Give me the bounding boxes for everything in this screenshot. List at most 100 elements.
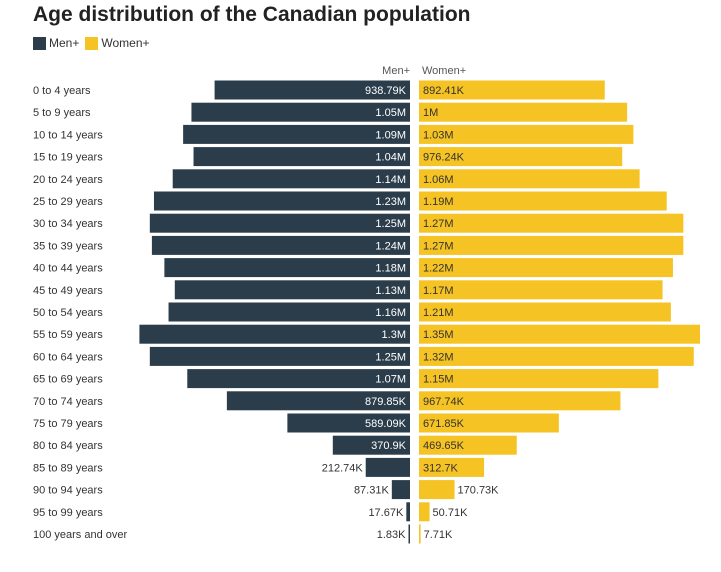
women-value-label: 170.73K xyxy=(458,485,500,497)
age-group-label: 25 to 29 years xyxy=(33,196,103,208)
women-value-label: 1M xyxy=(423,107,438,119)
age-group-label: 5 to 9 years xyxy=(33,107,91,119)
women-bar[interactable] xyxy=(419,435,517,455)
men-bar[interactable] xyxy=(287,413,410,433)
women-bar[interactable] xyxy=(419,413,559,433)
women-bar[interactable] xyxy=(419,480,455,500)
legend-label-women: Women+ xyxy=(101,36,150,50)
women-value-label: 469.65K xyxy=(423,440,465,452)
men-bar[interactable] xyxy=(332,435,410,455)
men-value-label: 1.3M xyxy=(382,329,406,341)
men-bar[interactable] xyxy=(172,169,410,189)
women-value-label: 50.71K xyxy=(433,507,469,519)
men-value-label: 1.25M xyxy=(375,218,406,230)
women-bar[interactable] xyxy=(419,102,628,122)
age-group-label: 60 to 64 years xyxy=(33,351,103,363)
men-bar[interactable] xyxy=(408,524,411,544)
women-value-label: 1.17M xyxy=(423,285,454,297)
women-bar[interactable] xyxy=(419,369,659,389)
age-group-label: 65 to 69 years xyxy=(33,374,103,386)
age-group-label: 20 to 24 years xyxy=(33,174,103,186)
women-bar[interactable] xyxy=(419,80,605,100)
women-bar[interactable] xyxy=(419,502,430,522)
men-bar[interactable] xyxy=(193,147,410,167)
legend-swatch-women xyxy=(85,36,99,50)
men-value-label: 1.25M xyxy=(375,351,406,363)
men-value-label: 87.31K xyxy=(354,485,390,497)
age-group-label: 35 to 39 years xyxy=(33,240,103,252)
legend-item-women[interactable]: Women+ xyxy=(85,36,150,50)
men-bar[interactable] xyxy=(214,80,410,100)
men-bar[interactable] xyxy=(139,324,410,344)
women-bar[interactable] xyxy=(419,280,663,300)
men-column-header: Men+ xyxy=(382,65,410,77)
women-value-label: 1.27M xyxy=(423,218,454,230)
men-bar[interactable] xyxy=(174,280,410,300)
men-bar[interactable] xyxy=(365,457,410,477)
women-value-label: 1.27M xyxy=(423,240,454,252)
age-group-label: 70 to 74 years xyxy=(33,396,103,408)
men-bar[interactable] xyxy=(153,191,410,211)
age-group-label: 100 years and over xyxy=(33,529,128,541)
men-bar[interactable] xyxy=(226,391,410,411)
men-value-label: 1.18M xyxy=(375,263,406,275)
men-bar[interactable] xyxy=(149,346,410,366)
men-bar[interactable] xyxy=(391,480,410,500)
men-bar[interactable] xyxy=(183,124,410,144)
men-bar[interactable] xyxy=(151,235,410,255)
age-group-label: 15 to 19 years xyxy=(33,152,103,164)
men-value-label: 1.13M xyxy=(375,285,406,297)
women-bar[interactable] xyxy=(419,258,673,278)
men-bar[interactable] xyxy=(168,302,410,322)
men-value-label: 589.09K xyxy=(365,418,407,430)
women-bar[interactable] xyxy=(419,346,694,366)
men-value-label: 938.79K xyxy=(365,85,407,97)
men-bar[interactable] xyxy=(191,102,410,122)
women-bar[interactable] xyxy=(419,302,671,322)
age-group-label: 75 to 79 years xyxy=(33,418,103,430)
women-value-label: 1.22M xyxy=(423,263,454,275)
legend: Men+ Women+ xyxy=(33,36,156,50)
age-group-label: 10 to 14 years xyxy=(33,129,103,141)
age-group-label: 50 to 54 years xyxy=(33,307,103,319)
chart-title: Age distribution of the Canadian populat… xyxy=(33,3,471,26)
women-value-label: 967.74K xyxy=(423,396,465,408)
women-bar[interactable] xyxy=(419,213,684,233)
women-bar[interactable] xyxy=(419,324,700,344)
men-value-label: 1.14M xyxy=(375,174,406,186)
women-value-label: 892.41K xyxy=(423,85,465,97)
men-value-label: 1.07M xyxy=(375,374,406,386)
women-bar[interactable] xyxy=(419,457,485,477)
women-bar[interactable] xyxy=(419,235,684,255)
women-bar[interactable] xyxy=(419,124,634,144)
age-group-label: 95 to 99 years xyxy=(33,507,103,519)
women-bar[interactable] xyxy=(419,191,667,211)
men-value-label: 1.24M xyxy=(375,240,406,252)
men-value-label: 1.23M xyxy=(375,196,406,208)
women-bar[interactable] xyxy=(419,147,623,167)
women-value-label: 1.21M xyxy=(423,307,454,319)
women-value-label: 1.15M xyxy=(423,374,454,386)
women-value-label: 312.7K xyxy=(423,462,459,474)
men-bar[interactable] xyxy=(406,502,410,522)
age-group-label: 90 to 94 years xyxy=(33,485,103,497)
men-bar[interactable] xyxy=(164,258,410,278)
age-group-label: 55 to 59 years xyxy=(33,329,103,341)
men-bar[interactable] xyxy=(149,213,410,233)
men-value-label: 17.67K xyxy=(368,507,404,519)
legend-swatch-men xyxy=(33,36,46,50)
women-value-label: 1.06M xyxy=(423,174,454,186)
women-bar[interactable] xyxy=(419,169,640,189)
women-bar[interactable] xyxy=(419,524,421,544)
men-bar[interactable] xyxy=(187,369,410,389)
women-value-label: 1.19M xyxy=(423,196,454,208)
legend-item-men[interactable]: Men+ xyxy=(33,36,79,50)
women-value-label: 1.03M xyxy=(423,129,454,141)
men-value-label: 212.74K xyxy=(322,462,364,474)
men-value-label: 1.16M xyxy=(375,307,406,319)
men-value-label: 1.83K xyxy=(377,529,406,541)
women-bar[interactable] xyxy=(419,391,621,411)
women-column-header: Women+ xyxy=(422,65,466,77)
women-value-label: 1.32M xyxy=(423,351,454,363)
men-value-label: 1.09M xyxy=(375,129,406,141)
